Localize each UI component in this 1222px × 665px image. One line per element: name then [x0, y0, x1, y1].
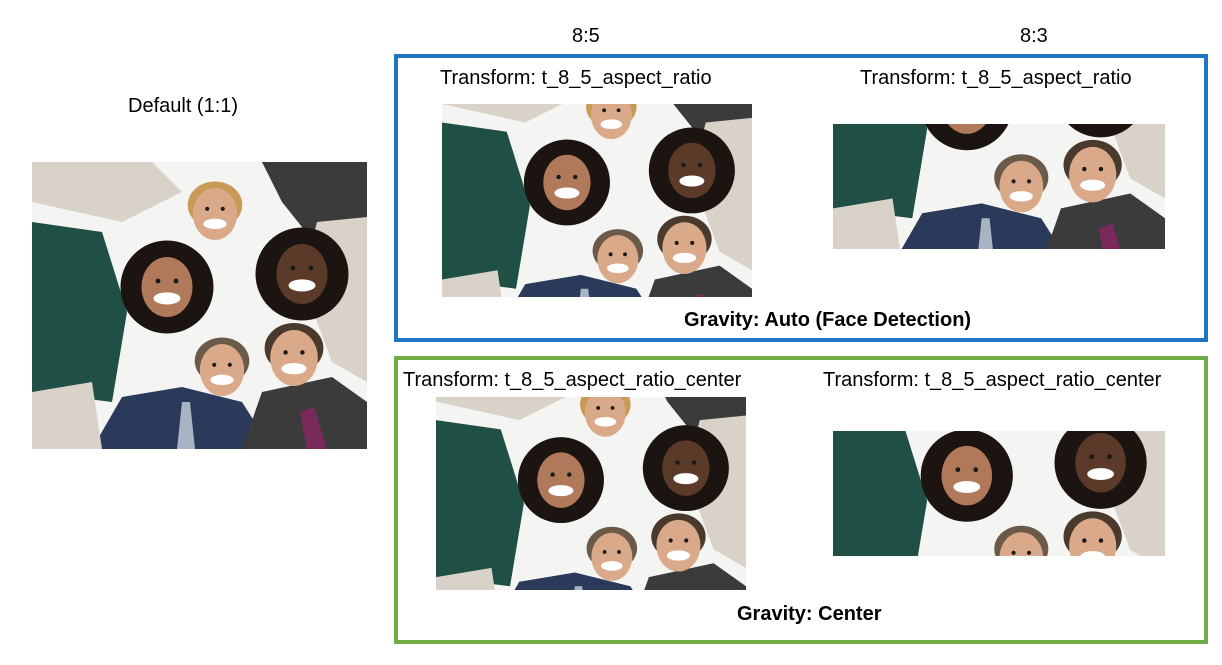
auto-right-transform-label: Transform: t_8_5_aspect_ratio: [860, 67, 1132, 89]
huddle-illustration: [833, 431, 1165, 556]
center-left-transform-label: Transform: t_8_5_aspect_ratio_center: [403, 369, 742, 391]
column-header-8-3: 8:3: [1020, 25, 1048, 47]
default-photo: [32, 162, 367, 449]
center-8-5-photo: [436, 397, 746, 590]
auto-gravity-panel: [394, 54, 1208, 342]
group-huddle-photo-center-8-3: [833, 431, 1165, 556]
huddle-illustration: [436, 397, 746, 590]
huddle-illustration: [32, 162, 367, 449]
column-header-8-5: 8:5: [572, 25, 600, 47]
huddle-illustration: [442, 104, 752, 297]
huddle-illustration: [833, 124, 1165, 249]
auto-8-5-photo: [442, 104, 752, 297]
auto-left-transform-label: Transform: t_8_5_aspect_ratio: [440, 67, 712, 89]
center-gravity-label: Gravity: Center: [737, 603, 882, 625]
center-8-3-photo: [833, 431, 1165, 556]
group-huddle-photo-auto-8-3: [833, 124, 1165, 249]
auto-gravity-label: Gravity: Auto (Face Detection): [684, 309, 972, 331]
group-huddle-photo-center-8-5: [436, 397, 746, 590]
auto-8-3-photo: [833, 124, 1165, 249]
center-right-transform-label: Transform: t_8_5_aspect_ratio_center: [823, 369, 1162, 391]
default-label: Default (1:1): [128, 95, 239, 117]
group-huddle-photo-default: [32, 162, 367, 449]
center-gravity-panel: [394, 356, 1208, 644]
group-huddle-photo-auto-8-5: [442, 104, 752, 297]
